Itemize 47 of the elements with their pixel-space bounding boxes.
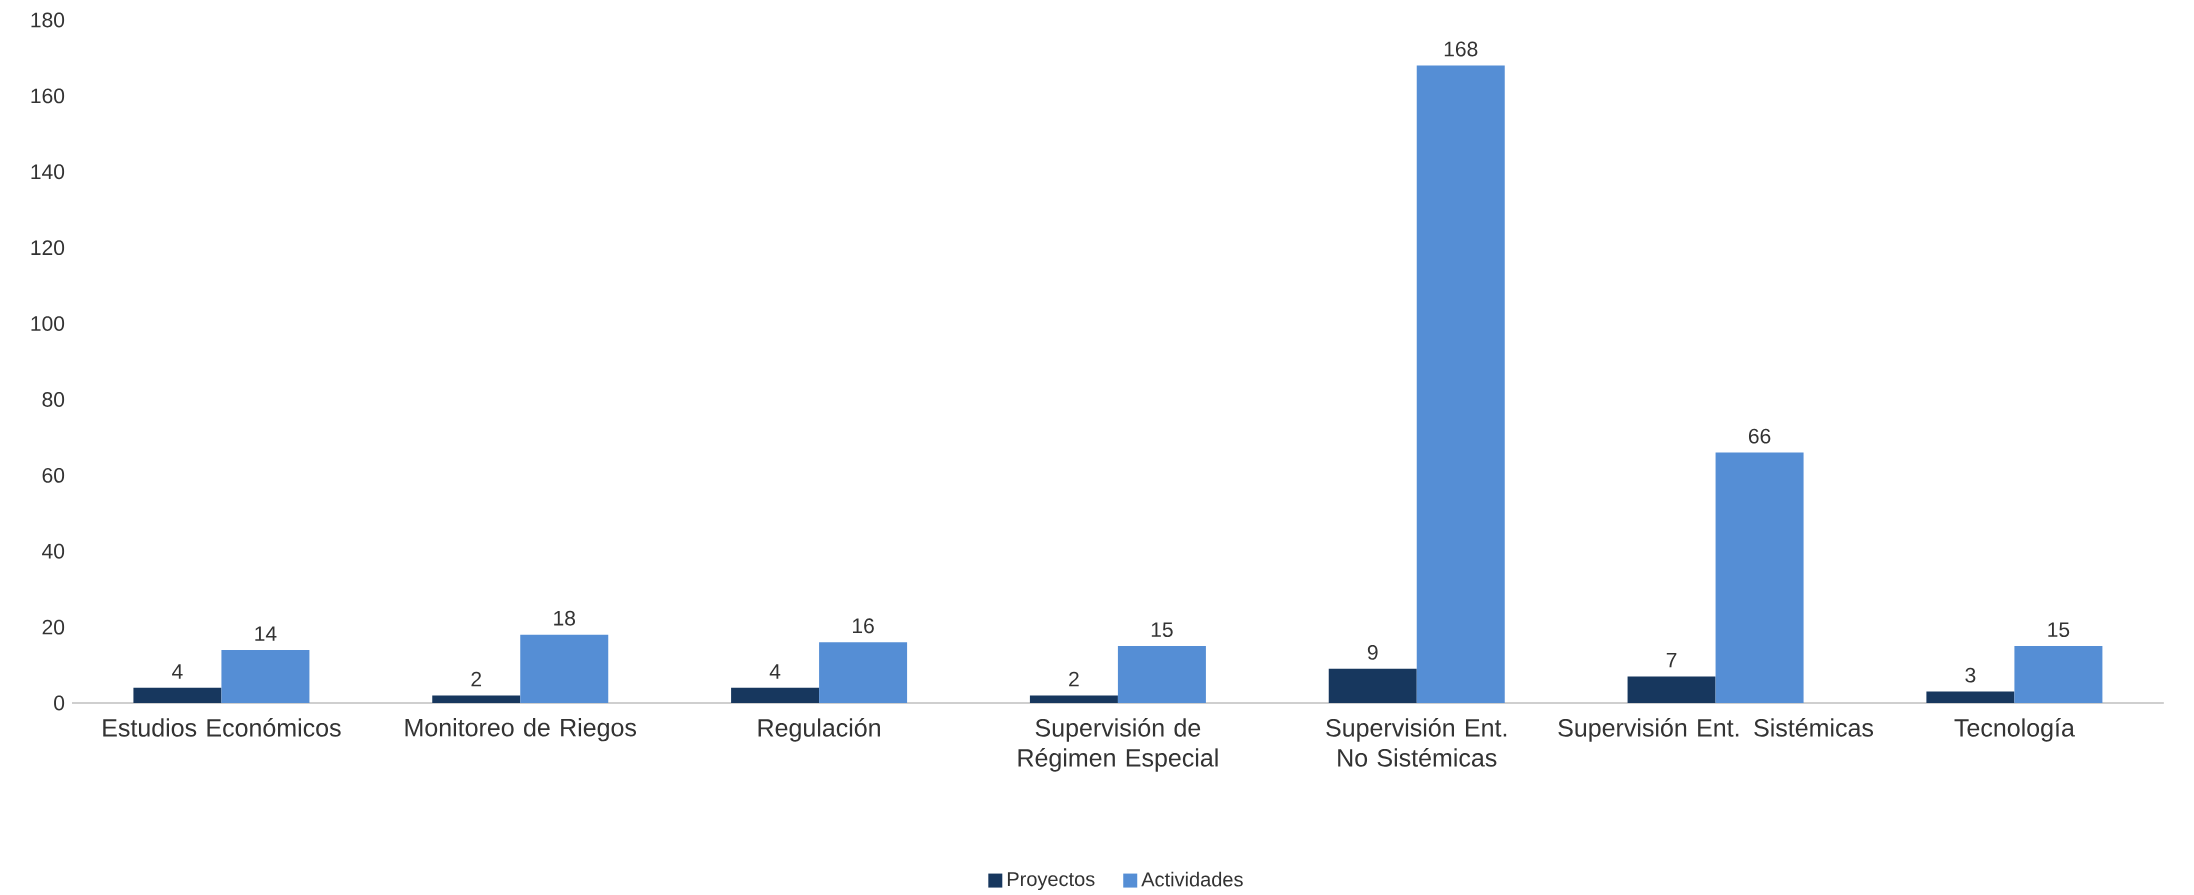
data-label: 2 [471, 671, 482, 687]
bar [819, 642, 908, 703]
x-tick-label: Supervisión Ent. No Sistémicas [1326, 718, 1507, 767]
y-tick-label: 0 [54, 695, 65, 711]
data-label: 168 [1444, 41, 1478, 57]
y-tick-label: 140 [31, 164, 65, 180]
data-label: 66 [1748, 428, 1771, 444]
bar [221, 649, 310, 703]
y-tick-label: 80 [42, 392, 65, 407]
data-label: 15 [2048, 622, 2070, 638]
data-label: 14 [255, 626, 277, 641]
bar [1117, 646, 1206, 703]
y-tick-label: 160 [31, 88, 65, 104]
bar [731, 687, 820, 703]
legend-label: Actividades [1141, 871, 1243, 887]
data-label: 2 [1069, 671, 1079, 687]
data-label: 18 [554, 610, 576, 626]
data-label: 4 [769, 664, 781, 679]
bar [432, 695, 521, 703]
bar [1029, 695, 1118, 703]
y-tick-label: 40 [42, 543, 65, 559]
x-tick-label: Regulación [758, 718, 880, 742]
x-tick-label: Monitoreo de Riegos [405, 718, 637, 742]
legend-label: Proyectos [1007, 872, 1095, 891]
data-label: 15 [1151, 622, 1173, 638]
data-label: 4 [172, 664, 183, 679]
bar [520, 634, 609, 703]
y-tick-label: 180 [31, 12, 65, 28]
bar [1328, 668, 1417, 703]
y-tick-label: 20 [42, 619, 65, 635]
data-label: 9 [1367, 644, 1378, 660]
x-tick-label: Tecnología [1954, 718, 2075, 742]
x-tick-label: Supervisión de Régimen Especial [1018, 718, 1218, 772]
bar [1926, 691, 2015, 703]
bar [1627, 676, 1716, 703]
y-tick-label: 100 [31, 316, 65, 331]
data-label: 3 [1965, 667, 1976, 683]
bar [1416, 65, 1505, 703]
y-tick-label: 60 [42, 467, 65, 483]
data-label: 16 [853, 618, 874, 634]
bar [133, 687, 222, 703]
y-tick-label: 120 [31, 240, 65, 256]
x-tick-label: Supervisión Ent. Sistémicas [1558, 718, 1874, 742]
data-label: 7 [1666, 652, 1677, 668]
x-tick-label: Estudios Económicos [103, 718, 341, 737]
bar [2014, 646, 2103, 703]
bar [1715, 452, 1804, 703]
